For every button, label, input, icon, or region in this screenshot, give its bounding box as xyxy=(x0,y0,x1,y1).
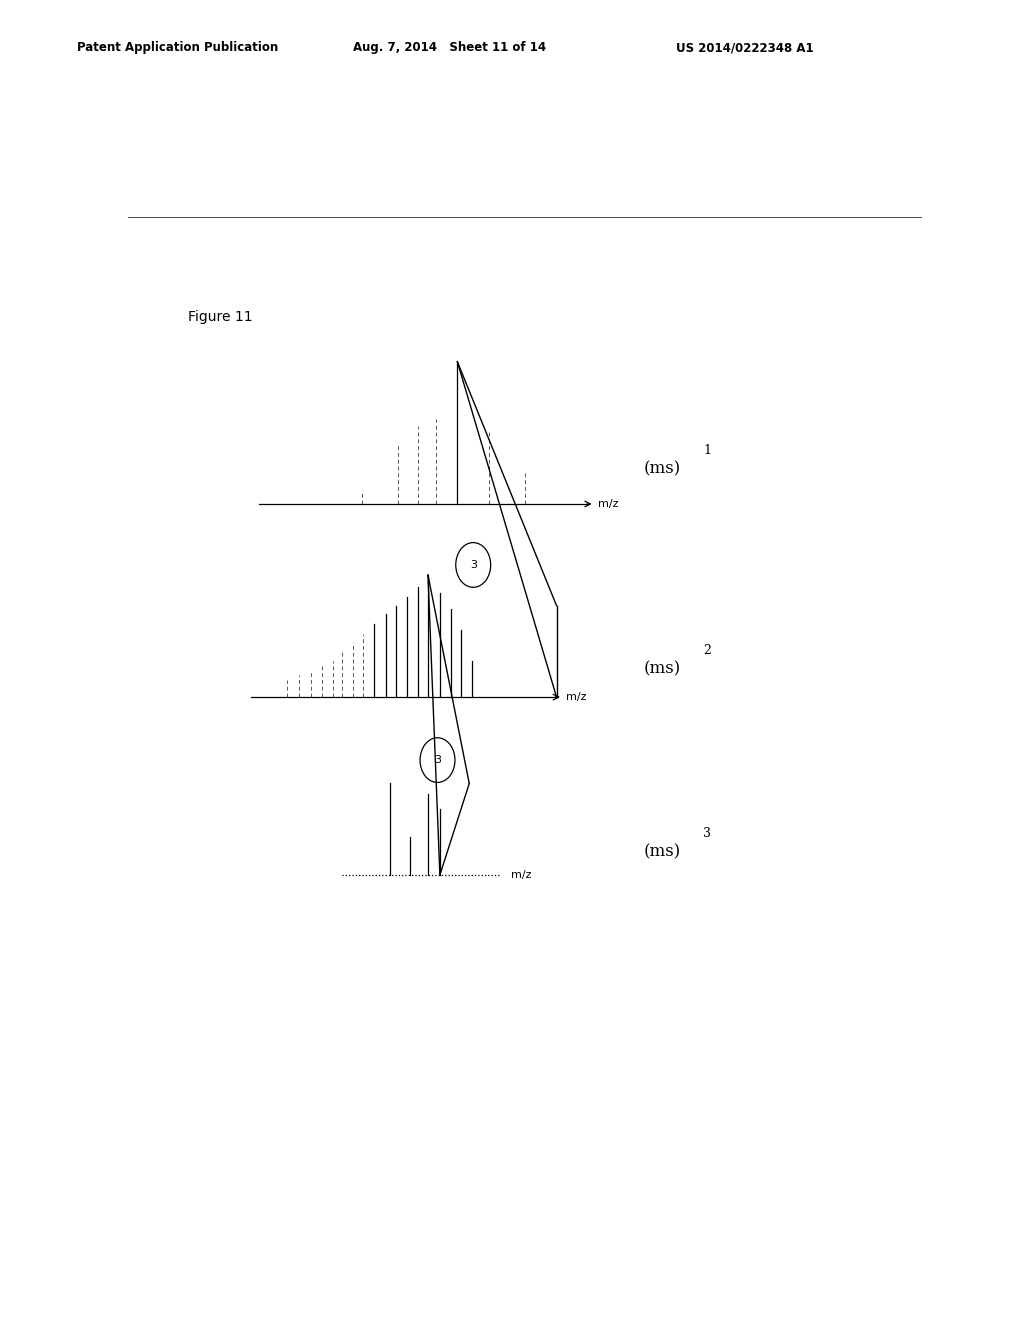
Text: m/z: m/z xyxy=(598,499,618,510)
Text: 1: 1 xyxy=(703,444,712,457)
Text: US 2014/0222348 A1: US 2014/0222348 A1 xyxy=(676,41,813,54)
Text: 3: 3 xyxy=(470,560,477,570)
Text: m/z: m/z xyxy=(566,692,587,702)
Text: 3: 3 xyxy=(703,826,712,840)
Text: Figure 11: Figure 11 xyxy=(187,310,252,323)
Text: (ms): (ms) xyxy=(644,459,681,477)
Text: 2: 2 xyxy=(703,644,712,657)
Text: 3: 3 xyxy=(434,755,441,766)
Text: m/z: m/z xyxy=(511,870,531,880)
Text: Aug. 7, 2014   Sheet 11 of 14: Aug. 7, 2014 Sheet 11 of 14 xyxy=(353,41,547,54)
Text: (ms): (ms) xyxy=(644,843,681,861)
Text: Patent Application Publication: Patent Application Publication xyxy=(77,41,279,54)
Text: (ms): (ms) xyxy=(644,660,681,677)
